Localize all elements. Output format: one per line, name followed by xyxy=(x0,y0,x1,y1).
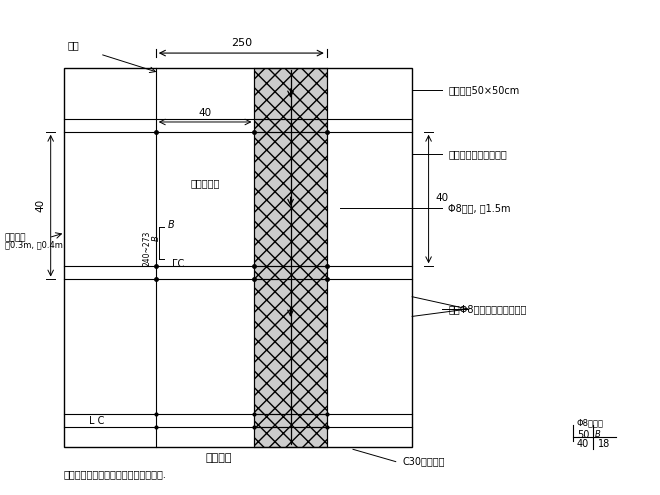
Text: ΓC: ΓC xyxy=(172,259,185,269)
Text: 40: 40 xyxy=(435,193,448,203)
Bar xyxy=(64,68,412,447)
Text: 50: 50 xyxy=(577,430,589,440)
Text: 预埋Φ8字钩钢筋（挂网用）: 预埋Φ8字钩钢筋（挂网用） xyxy=(448,304,527,314)
Bar xyxy=(254,68,327,447)
Text: C30砼支撑管: C30砼支撑管 xyxy=(403,456,445,467)
Text: 小注：图中空白处为挂铁丝网喷草植草.: 小注：图中空白处为挂铁丝网喷草植草. xyxy=(64,469,167,479)
Text: 厚0.3m, 宽0.4m: 厚0.3m, 宽0.4m xyxy=(5,241,63,249)
Text: 40: 40 xyxy=(199,108,212,118)
Text: 框架梁框: 框架梁框 xyxy=(5,233,26,242)
Text: 一个单元框: 一个单元框 xyxy=(191,179,220,189)
Text: Φ8锚筋, 长1.5m: Φ8锚筋, 长1.5m xyxy=(448,203,511,213)
Text: 边坡平台: 边坡平台 xyxy=(205,453,232,463)
Text: 40: 40 xyxy=(576,440,589,449)
Text: 40: 40 xyxy=(36,199,46,212)
Text: 18: 18 xyxy=(598,440,610,449)
Bar xyxy=(254,68,327,447)
Text: B: B xyxy=(595,430,601,439)
Text: L C: L C xyxy=(89,416,104,426)
Text: 240~273: 240~273 xyxy=(143,230,152,266)
Text: 挂铁丝网及三维网植草: 挂铁丝网及三维网植草 xyxy=(448,149,507,159)
Text: Φ8预埋筋: Φ8预埋筋 xyxy=(576,418,603,427)
Text: 种植草木50×50cm: 种植草木50×50cm xyxy=(448,85,519,95)
Text: B: B xyxy=(168,220,174,230)
Text: 250: 250 xyxy=(231,38,252,48)
Text: 锯杆: 锯杆 xyxy=(67,41,79,50)
Text: B: B xyxy=(151,235,160,241)
